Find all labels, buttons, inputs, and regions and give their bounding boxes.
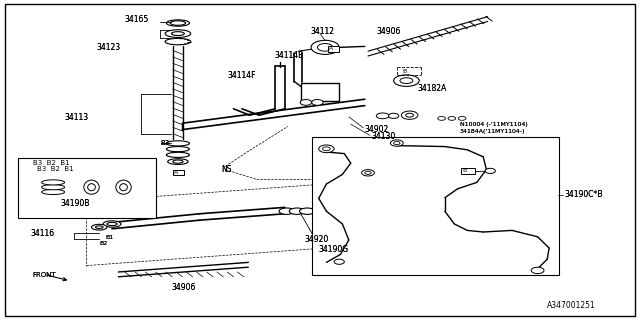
Circle shape	[390, 140, 403, 146]
Text: 34906: 34906	[172, 284, 196, 292]
Ellipse shape	[300, 100, 312, 105]
Text: B1: B1	[106, 235, 114, 240]
Text: 34113: 34113	[64, 113, 88, 122]
Text: 34114B: 34114B	[274, 52, 303, 60]
Ellipse shape	[42, 189, 65, 195]
Text: 34184A('11MY1104-): 34184A('11MY1104-)	[460, 129, 525, 134]
Text: 34182A: 34182A	[417, 84, 447, 93]
Ellipse shape	[103, 221, 121, 227]
Ellipse shape	[166, 152, 189, 157]
Bar	[461, 168, 475, 174]
Ellipse shape	[166, 147, 189, 152]
Ellipse shape	[92, 224, 107, 230]
Text: 34123: 34123	[96, 43, 120, 52]
Text: 34113: 34113	[64, 113, 88, 122]
Text: 34112: 34112	[310, 27, 334, 36]
Text: B3  B2  B1: B3 B2 B1	[37, 166, 74, 172]
Text: N10004 (-'11MY1104): N10004 (-'11MY1104)	[460, 122, 527, 127]
Text: 34920: 34920	[304, 236, 328, 244]
Text: 34190G: 34190G	[319, 245, 349, 254]
Text: B2: B2	[99, 241, 108, 246]
Text: 34906: 34906	[376, 27, 401, 36]
Text: NS: NS	[221, 165, 231, 174]
Text: 34112: 34112	[310, 27, 334, 36]
Ellipse shape	[166, 20, 189, 26]
Bar	[328, 46, 339, 52]
Text: 34190C*B: 34190C*B	[564, 190, 603, 199]
Text: 34130: 34130	[371, 132, 396, 141]
Text: A: A	[329, 46, 333, 52]
Circle shape	[438, 116, 445, 120]
Ellipse shape	[312, 100, 323, 105]
Ellipse shape	[166, 141, 189, 146]
Text: 34190B: 34190B	[61, 199, 90, 208]
Text: B2: B2	[99, 241, 108, 246]
Text: B: B	[462, 168, 467, 173]
Text: 34130: 34130	[371, 132, 396, 141]
Text: FRONT: FRONT	[32, 272, 56, 278]
Ellipse shape	[42, 185, 65, 190]
Text: 34114F: 34114F	[227, 71, 256, 80]
Ellipse shape	[300, 208, 315, 214]
Text: 34920: 34920	[304, 236, 328, 244]
Ellipse shape	[279, 208, 294, 214]
Text: A347001251: A347001251	[547, 301, 596, 310]
Text: 34906: 34906	[172, 284, 196, 292]
Ellipse shape	[84, 180, 99, 194]
Ellipse shape	[116, 180, 131, 194]
Circle shape	[485, 168, 495, 173]
Text: 34190G: 34190G	[319, 245, 349, 254]
Circle shape	[448, 116, 456, 120]
Ellipse shape	[394, 75, 419, 86]
Ellipse shape	[165, 30, 191, 37]
Text: B3: B3	[160, 140, 169, 146]
Ellipse shape	[165, 38, 191, 45]
Ellipse shape	[42, 180, 65, 185]
Text: 34165: 34165	[125, 15, 149, 24]
Text: 34116: 34116	[31, 229, 55, 238]
Circle shape	[319, 145, 334, 153]
Text: 34190B: 34190B	[61, 199, 90, 208]
Circle shape	[311, 40, 339, 54]
Text: B3: B3	[160, 140, 169, 146]
Text: 34190C*B: 34190C*B	[564, 190, 603, 199]
Text: 34116: 34116	[31, 229, 55, 238]
Bar	[312, 137, 559, 275]
Text: B: B	[402, 68, 406, 74]
Ellipse shape	[168, 159, 188, 164]
Text: 34902: 34902	[365, 125, 389, 134]
Ellipse shape	[289, 208, 305, 214]
Text: 34906: 34906	[376, 27, 401, 36]
Text: B1: B1	[106, 235, 114, 240]
Circle shape	[531, 267, 544, 274]
Text: 34123: 34123	[96, 43, 120, 52]
Text: NS: NS	[221, 165, 231, 174]
Text: 34165: 34165	[125, 15, 149, 24]
Text: A: A	[174, 170, 179, 175]
Circle shape	[334, 259, 344, 264]
Text: 34114F: 34114F	[227, 71, 256, 80]
Ellipse shape	[388, 113, 399, 118]
Ellipse shape	[401, 111, 418, 119]
Text: 34902: 34902	[365, 125, 389, 134]
Bar	[301, 83, 339, 101]
Text: N10004 (-'11MY1104): N10004 (-'11MY1104)	[460, 122, 527, 127]
Text: B3  B2  B1: B3 B2 B1	[33, 160, 70, 166]
Bar	[173, 170, 184, 175]
Circle shape	[458, 116, 466, 120]
Bar	[18, 158, 156, 218]
Text: 34184A('11MY1104-): 34184A('11MY1104-)	[460, 129, 525, 134]
Text: 34182A: 34182A	[417, 84, 447, 93]
Text: FRONT: FRONT	[32, 272, 56, 278]
Text: 34114B: 34114B	[274, 52, 303, 60]
Circle shape	[362, 170, 374, 176]
Ellipse shape	[376, 113, 389, 119]
